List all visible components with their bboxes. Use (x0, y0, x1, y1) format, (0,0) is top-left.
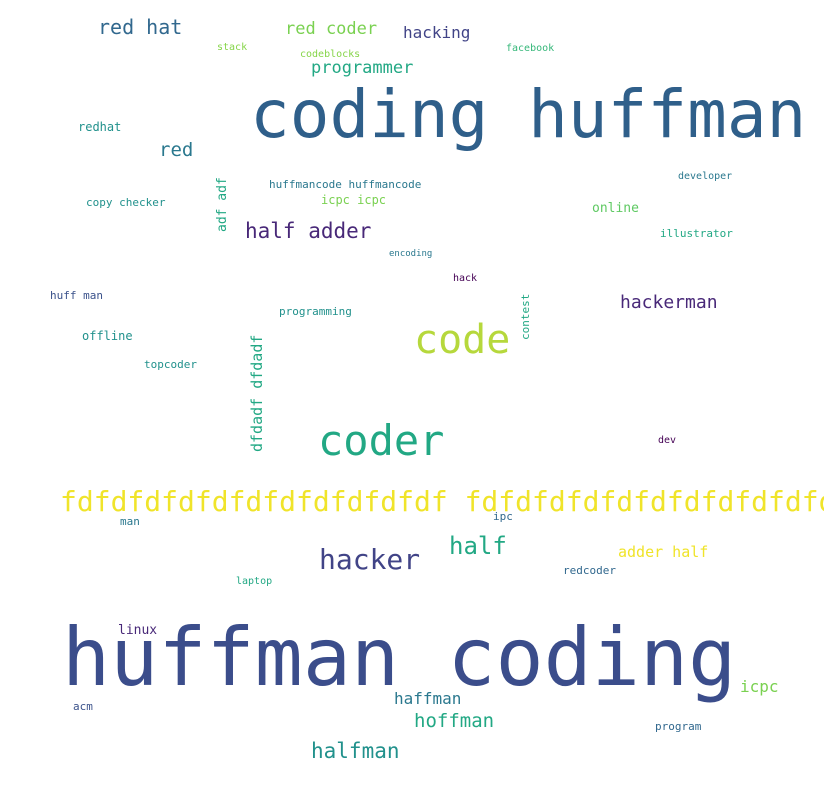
word-illustrator: illustrator (660, 227, 733, 240)
word-red-coder: red coder (285, 19, 378, 39)
word-half-adder: half adder (245, 219, 372, 243)
word-dfdadf: dfdadf dfdadf (248, 334, 266, 452)
word-dev: dev (658, 435, 677, 446)
word-online: online (592, 201, 639, 216)
word-program: program (655, 720, 702, 733)
word-developer: developer (678, 171, 733, 182)
word-adf-adf: adf adf (215, 177, 230, 232)
word-man: man (120, 515, 140, 528)
word-hacker: hacker (319, 543, 421, 576)
word-red-hat: red hat (98, 15, 183, 39)
word-coding-huffman: coding huffman (250, 76, 807, 153)
word-topcoder: topcoder (144, 358, 197, 371)
word-coder: coder (318, 416, 445, 465)
word-huff-man: huff man (50, 289, 103, 302)
word-facebook: facebook (506, 43, 555, 54)
word-offline: offline (82, 329, 133, 343)
word-code: code (414, 317, 511, 363)
word-linux: linux (118, 623, 158, 638)
word-icpc-icpc: icpc icpc (321, 193, 387, 207)
word-stack: stack (217, 42, 248, 53)
word-laptop: laptop (236, 576, 273, 587)
word-codeblocks: codeblocks (300, 49, 361, 60)
word-hoffman: hoffman (414, 710, 495, 732)
word-ipc: ipc (493, 510, 513, 523)
word-hackerman: hackerman (620, 292, 718, 313)
word-huffmancode: huffmancode huffmancode (269, 178, 422, 191)
word-hacking: hacking (403, 23, 471, 42)
word-red: red (159, 139, 194, 161)
word-adder-half: adder half (618, 543, 709, 561)
word-contest: contest (519, 293, 532, 340)
word-acm: acm (73, 700, 93, 713)
word-copy-checker: copy checker (86, 196, 166, 209)
word-half: half (449, 532, 507, 560)
word-fdfdf: fdfdfdfdfdfdfdfdfdfdfdf fdfdfdfdfdfdfdfd… (60, 485, 824, 518)
word-halfman: halfman (311, 739, 400, 763)
word-redhat: redhat (78, 120, 122, 134)
word-icpc: icpc (740, 677, 779, 696)
word-haffman: haffman (394, 689, 462, 708)
word-hack: hack (453, 273, 478, 284)
word-redcoder: redcoder (563, 564, 616, 577)
word-huffman-coding: huffman coding (62, 611, 737, 704)
word-encoding: encoding (389, 249, 433, 259)
word-programming: programming (279, 305, 352, 318)
word-programmer: programmer (311, 58, 414, 78)
